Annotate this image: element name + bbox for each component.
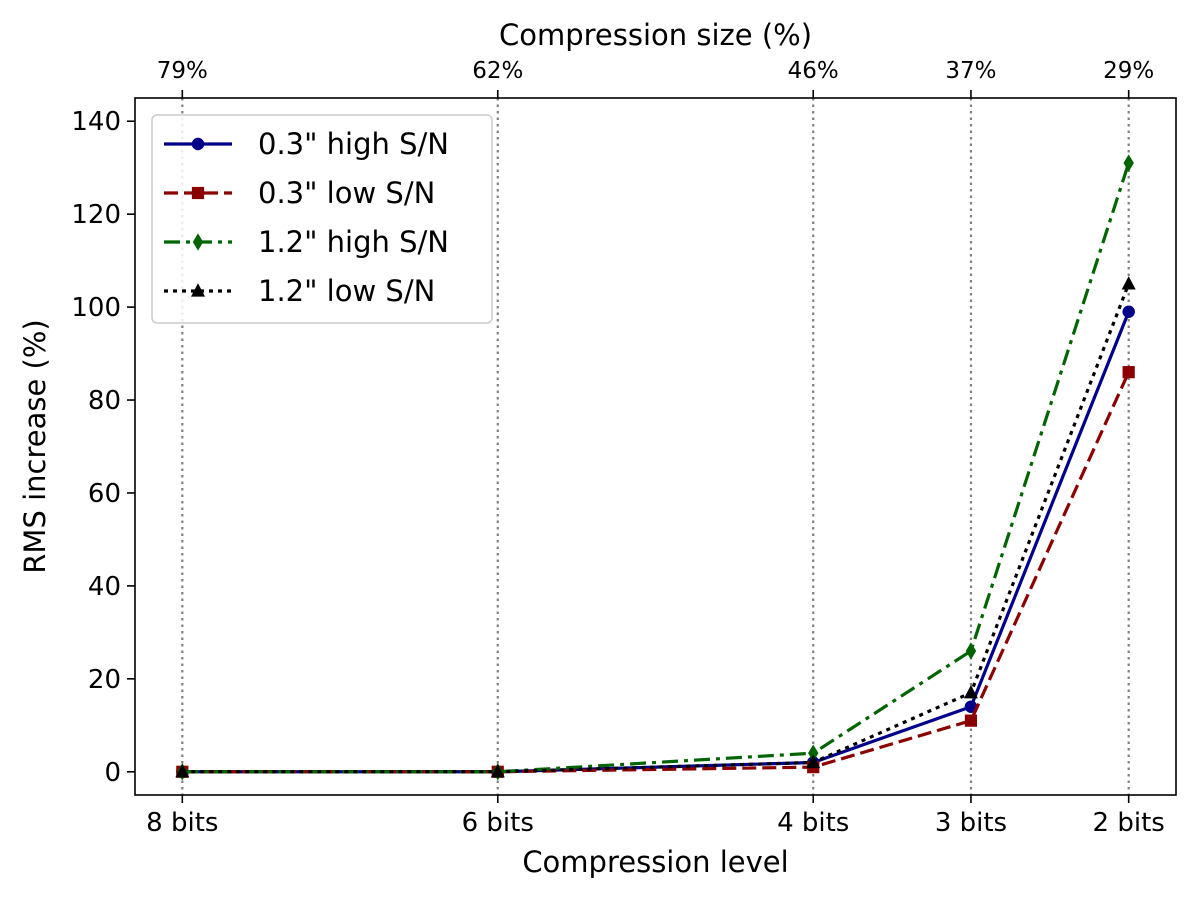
y-axis-title: RMS increase (%) xyxy=(18,319,52,573)
y-tick-label: 40 xyxy=(88,572,121,602)
data-point-8-bits xyxy=(175,763,190,778)
series-line xyxy=(182,311,1131,774)
legend-marker xyxy=(191,186,205,200)
x-tick-label: 6 bits xyxy=(462,808,534,838)
data-point-6-bits xyxy=(490,763,505,778)
legend-entry: 0.3" high S/N xyxy=(164,127,449,161)
series-1 xyxy=(176,305,1135,779)
top-tick-label: 62% xyxy=(472,58,523,84)
y-tick-label: 100 xyxy=(71,293,121,323)
x-tick-label: 4 bits xyxy=(777,808,849,838)
data-point-3-bits xyxy=(963,684,978,699)
x-axis-ticks: 8 bits 6 bits 4 bits 3 bits 2 bits xyxy=(146,795,1165,838)
series-line xyxy=(182,283,1131,774)
legend: 0.3" high S/N 0.3" low S/N 1.2" high S/N 1.… xyxy=(151,114,493,324)
y-tick-label: 140 xyxy=(71,107,121,137)
legend-entry: 1.2" low S/N xyxy=(164,274,435,308)
legend-label: 1.2" high S/N xyxy=(258,225,449,259)
legend-label: 0.3" low S/N xyxy=(258,176,435,210)
series-2 xyxy=(176,366,1135,778)
data-point-2-bits xyxy=(1122,366,1135,379)
top-axis-ticks: 79% 62% 46% 37% 29% xyxy=(157,58,1154,98)
y-tick-label: 0 xyxy=(104,758,121,788)
x-axis-title: Compression level xyxy=(522,845,788,879)
series-4 xyxy=(175,276,1136,778)
data-point-2-bits xyxy=(1122,305,1135,318)
top-tick-label: 37% xyxy=(945,58,996,84)
top-axis-title: Compression size (%) xyxy=(499,18,812,52)
legend-marker xyxy=(191,137,205,151)
plot-frame xyxy=(134,97,1177,796)
series-line xyxy=(182,371,1131,774)
legend-entry: 1.2" high S/N xyxy=(164,225,449,259)
legend-marker xyxy=(191,283,205,297)
top-tick-label: 79% xyxy=(157,58,208,84)
y-tick-label: 120 xyxy=(71,200,121,230)
data-point-3-bits xyxy=(964,714,978,727)
x-tick-label: 2 bits xyxy=(1093,808,1165,838)
y-tick-label: 80 xyxy=(88,386,121,416)
top-tick-label: 46% xyxy=(788,58,839,84)
x-tick-label: 3 bits xyxy=(935,808,1007,838)
data-point-2-bits xyxy=(1123,154,1134,172)
legend-label: 1.2" low S/N xyxy=(258,274,435,308)
y-axis-ticks: 0 20 40 60 80 100 120 140 xyxy=(71,107,135,788)
x-tick-label: 8 bits xyxy=(146,808,218,838)
y-tick-label: 60 xyxy=(88,479,121,509)
data-point-2-bits xyxy=(1121,276,1136,290)
vertical-gridlines xyxy=(181,98,1130,795)
legend-marker xyxy=(192,233,204,251)
legend-box xyxy=(151,114,493,324)
data-point-4-bits xyxy=(806,754,821,769)
legend-entry: 0.3" low S/N xyxy=(164,176,435,210)
y-tick-label: 20 xyxy=(88,665,121,695)
series-lines xyxy=(175,154,1136,781)
data-point-3-bits xyxy=(965,642,977,660)
legend-label: 0.3" high S/N xyxy=(258,127,449,161)
top-tick-label: 29% xyxy=(1103,58,1154,84)
